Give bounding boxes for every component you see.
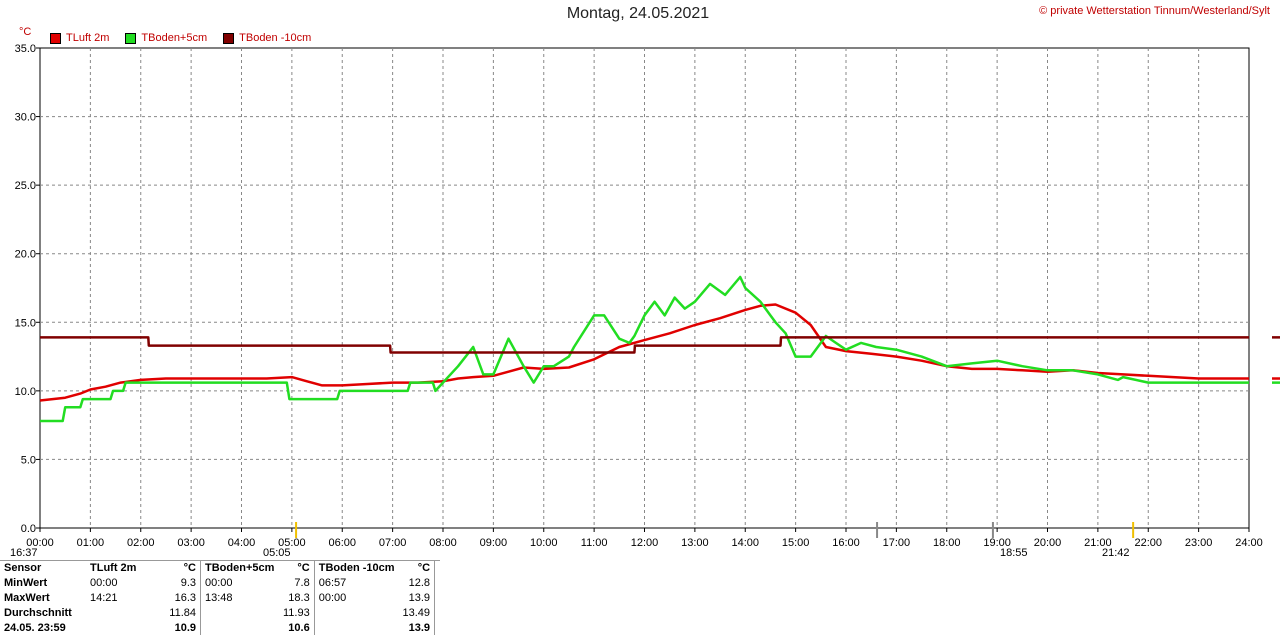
x-tick-label: 00:00 — [26, 537, 54, 549]
legend-swatch-tluft — [50, 32, 61, 44]
x-tick-label: 21:00 — [1084, 537, 1112, 549]
stats-header-unit3: °C — [398, 560, 436, 575]
stats-cell-time: 00:00 — [205, 576, 233, 589]
stats-header-tboden5: TBoden+5cm — [205, 561, 275, 574]
stats-header-sensor: Sensor — [4, 561, 42, 574]
x-tick-label: 17:00 — [883, 537, 911, 549]
sunrise-label: 05:05 — [263, 547, 291, 559]
axes: 0.0 5.0 10.0 15.0 20.0 25.0 30.0 35.0 00:00 01:00… — [15, 43, 1280, 549]
stats-cell-value: 13.9 — [398, 620, 436, 635]
legend-swatch-tboden5 — [125, 32, 137, 44]
stats-cell-time: 00:00 — [90, 576, 118, 589]
x-tick-label: 23:00 — [1185, 537, 1213, 549]
sunset-label: 21:42 — [1102, 547, 1130, 559]
x-tick-label: 13:00 — [681, 537, 709, 549]
grid — [39, 47, 1250, 529]
x-tick-label: 16:00 — [832, 537, 860, 549]
legend-item-tboden5: TBoden+5cm — [125, 32, 207, 44]
stats-header-unit2: °C — [279, 560, 315, 575]
y-tick-label: 5.0 — [21, 454, 36, 466]
stats-cell-value: 11.93 — [279, 605, 315, 620]
y-tick-label: 25.0 — [15, 180, 36, 192]
stats-header-row: Sensor TLuft 2m °C TBoden+5cm °C TBoden … — [0, 560, 436, 575]
stats-cell-time — [86, 605, 158, 620]
x-tick-label: 10:00 — [530, 537, 558, 549]
x-tick-label: 14:00 — [731, 537, 759, 549]
copyright-text: © private Wetterstation Tinnum/Westerlan… — [1039, 5, 1270, 17]
stats-cell-value: 16.3 — [158, 590, 201, 605]
x-tick-label: 02:00 — [127, 537, 155, 549]
series-layer — [39, 275, 1249, 423]
stats-header-tluft: TLuft 2m — [90, 561, 137, 574]
series-line-2 — [40, 275, 1249, 423]
y-unit-label: °C — [19, 26, 32, 38]
x-tick-label: 07:00 — [379, 537, 407, 549]
stats-cell-value: 9.3 — [158, 575, 201, 590]
stats-cell-value: 13.49 — [398, 605, 436, 620]
x-tick-label: 05:00 — [278, 537, 306, 549]
stats-row-min: MinWert 00:00 9.3 00:00 7.8 06:57 12.8 — [0, 575, 436, 590]
x-tick-label: 09:00 — [480, 537, 508, 549]
stats-cell-value: 13.9 — [398, 590, 436, 605]
stats-cell-time — [314, 605, 398, 620]
x-tick-label: 12:00 — [631, 537, 659, 549]
y-tick-label: 15.0 — [15, 317, 36, 329]
x-tick-label: 22:00 — [1134, 537, 1162, 549]
prev-time-label: 16:37 — [10, 547, 38, 559]
stats-cell-value: 10.9 — [158, 620, 201, 635]
x-tick-label: 20:00 — [1034, 537, 1062, 549]
legend-label-tluft: TLuft 2m — [66, 32, 110, 44]
stats-frame — [0, 560, 440, 642]
x-tick-label: 18:00 — [933, 537, 961, 549]
legend: TLuft 2m TBoden+5cm TBoden -10cm — [50, 32, 311, 44]
y-tick-label: 30.0 — [15, 112, 36, 124]
stats-cell-value: 10.6 — [279, 620, 315, 635]
marker-time-label: 18:55 — [1000, 547, 1028, 559]
x-tick-label: 04:00 — [228, 537, 256, 549]
stats-table: Sensor TLuft 2m °C TBoden+5cm °C TBoden … — [0, 560, 436, 635]
stats-row-current: 24.05. 23:59 10.9 10.6 13.9 — [0, 620, 436, 635]
stats-cell-value: 11.84 — [158, 605, 201, 620]
stats-row-label: MinWert — [4, 576, 48, 589]
stats-header-unit1: °C — [158, 560, 201, 575]
legend-item-tboden10: TBoden -10cm — [223, 32, 311, 44]
y-tick-label: 0.0 — [21, 523, 36, 535]
y-tick-label: 35.0 — [15, 43, 36, 55]
legend-item-tluft: TLuft 2m — [50, 32, 109, 44]
series-line-3 — [40, 336, 1249, 354]
legend-swatch-tboden10 — [223, 32, 235, 44]
stats-cell-value: 12.8 — [398, 575, 436, 590]
stats-row-label: MaxWert — [4, 591, 50, 604]
x-tick-label: 19:00 — [983, 537, 1011, 549]
stats-row-label: 24.05. 23:59 — [4, 621, 66, 634]
y-tick-label: 10.0 — [15, 386, 36, 398]
stats-cell-value: 7.8 — [279, 575, 315, 590]
chart-title: Montag, 24.05.2021 — [566, 5, 710, 22]
stats-cell-time — [201, 620, 280, 635]
chart: 0.0 5.0 10.0 15.0 20.0 25.0 30.0 35.0 00:00 01:00… — [15, 43, 1280, 549]
stats-row-label: Durchschnitt — [4, 606, 72, 619]
stats-cell-time — [314, 620, 398, 635]
stats-cell-time: 06:57 — [318, 576, 347, 589]
stats-cell-time — [86, 620, 158, 635]
y-tick-label: 20.0 — [15, 249, 36, 261]
x-tick-label: 15:00 — [782, 537, 810, 549]
stats-header-tboden10: TBoden -10cm — [318, 561, 395, 574]
x-tick-label: 24:00 — [1235, 537, 1263, 549]
x-tick-label: 06:00 — [328, 537, 356, 549]
x-tick-label: 03:00 — [177, 537, 205, 549]
stats-row-avg: Durchschnitt 11.84 11.93 13.49 — [0, 605, 436, 620]
stats-cell-time: 00:00 — [318, 591, 347, 604]
stats-row-max: MaxWert 14:21 16.3 13:48 18.3 00:00 13.9 — [0, 590, 436, 605]
x-tick-label: 11:00 — [581, 537, 608, 549]
x-tick-label: 08:00 — [429, 537, 457, 549]
stats-cell-value: 18.3 — [279, 590, 315, 605]
x-tick-label: 01:00 — [77, 537, 105, 549]
legend-label-tboden10: TBoden -10cm — [239, 32, 312, 44]
legend-label-tboden5: TBoden+5cm — [141, 32, 208, 44]
stats-cell-time — [201, 605, 280, 620]
stats-cell-time: 14:21 — [90, 591, 118, 604]
stats-cell-time: 13:48 — [205, 591, 233, 604]
